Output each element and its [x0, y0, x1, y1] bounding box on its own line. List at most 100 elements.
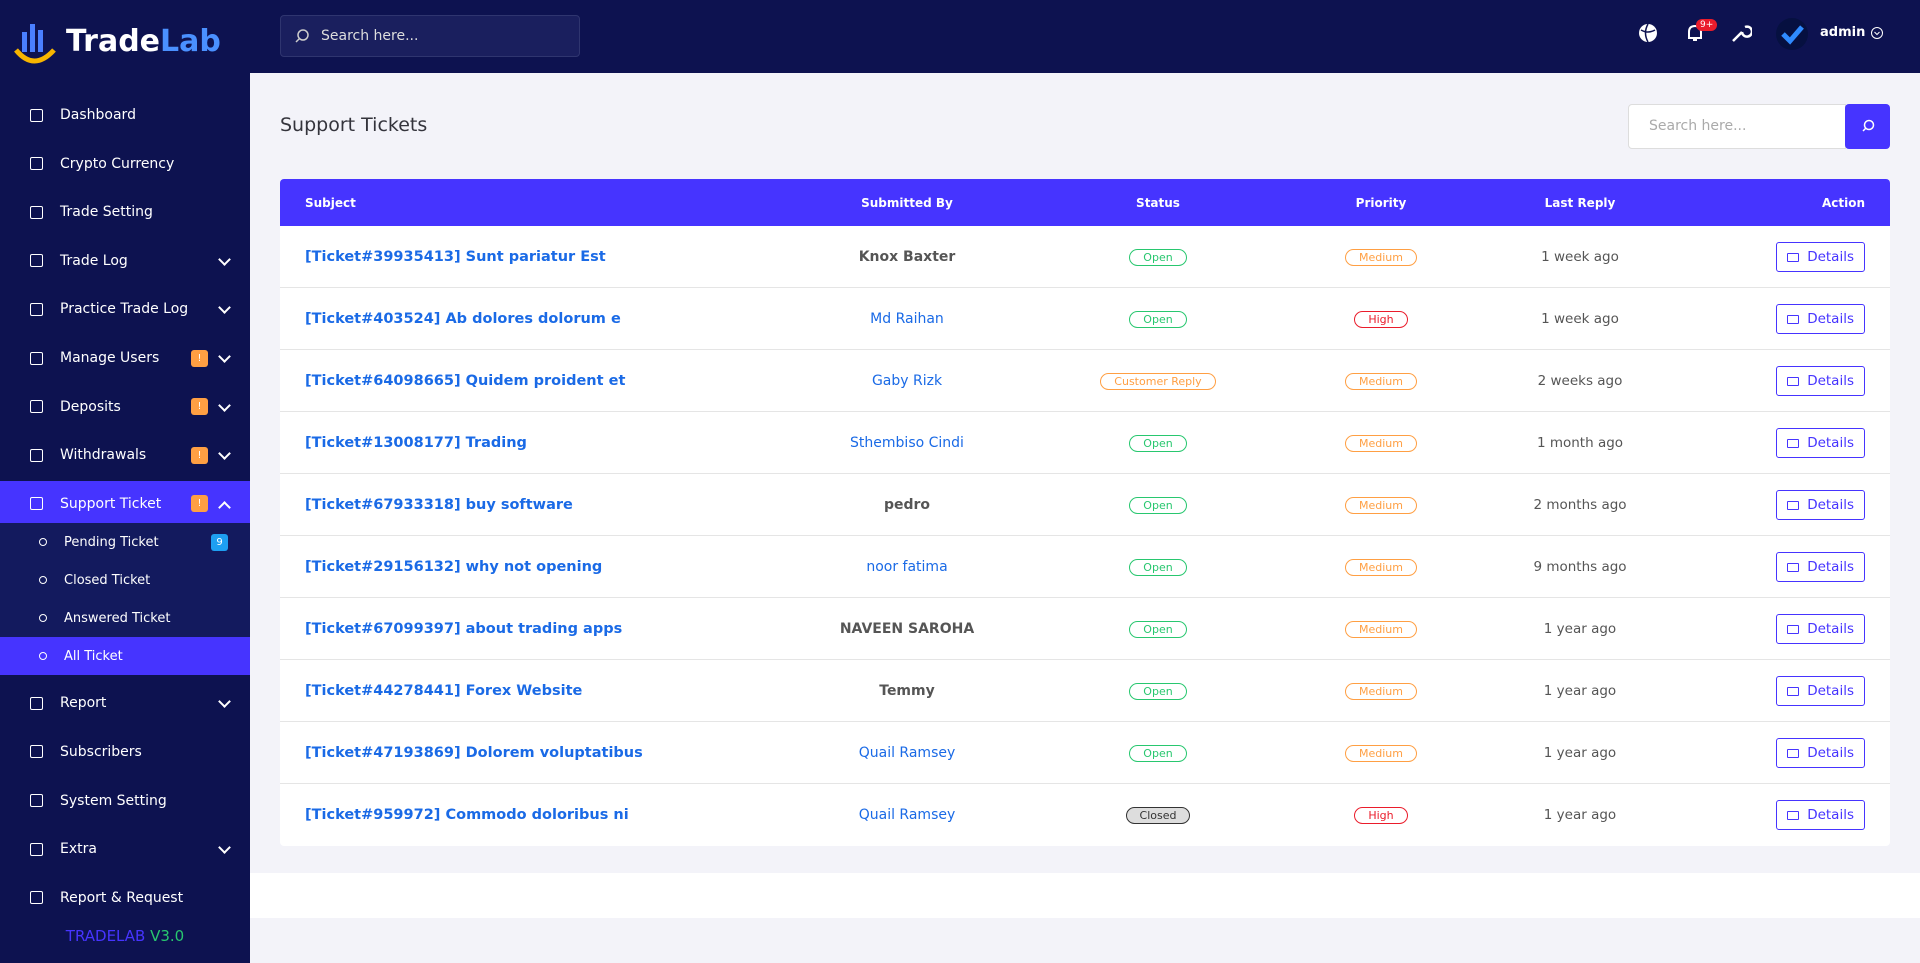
ticket-subject[interactable]: [Ticket#67099397] about trading apps	[305, 621, 623, 637]
table-cell: Details	[1665, 412, 1865, 474]
submitter[interactable]: Quail Ramsey	[858, 745, 956, 761]
row-divider	[280, 535, 1890, 536]
priority-badge: Medium	[1345, 682, 1417, 700]
globe-icon[interactable]	[1637, 22, 1659, 44]
ticket-subject[interactable]: [Ticket#29156132] why not opening	[305, 559, 603, 575]
details-button[interactable]: Details	[1776, 366, 1865, 396]
nav-item[interactable]: Trade Log	[0, 238, 250, 284]
nav-item[interactable]: Dashboard	[0, 92, 250, 138]
ticket-subject[interactable]: [Ticket#47193869] Dolorem voluptatibus	[305, 745, 643, 761]
nav-label: Subscribers	[60, 743, 142, 760]
table-cell: [Ticket#67933318] buy software	[305, 474, 805, 536]
priority-badge: High	[1354, 806, 1408, 824]
chevron	[218, 841, 231, 854]
nav-item[interactable]: Subscribers	[0, 729, 250, 775]
sub-nav-item[interactable]: Pending Ticket 9	[0, 523, 250, 562]
sub-nav-item[interactable]: Closed Ticket	[0, 561, 250, 600]
status-badge: Open	[1129, 744, 1187, 762]
nav-label: Trade Setting	[60, 204, 153, 221]
table-cell: Open	[1058, 474, 1258, 536]
column-header: Subject	[305, 195, 356, 210]
details-button[interactable]: Details	[1776, 676, 1865, 706]
version: TRADELAB V3.0	[0, 927, 250, 945]
submitter[interactable]: Sthembiso Cindi	[850, 435, 964, 451]
table-cell: High	[1281, 288, 1481, 350]
nav-icon	[30, 497, 43, 511]
footer	[250, 873, 1920, 918]
nav-item[interactable]: Support Ticket!	[0, 480, 250, 527]
status-badge: Open	[1129, 682, 1187, 700]
ticket-subject[interactable]: [Ticket#39935413] Sunt pariatur Est	[305, 249, 606, 265]
table-cell: 1 month ago	[1480, 412, 1680, 474]
status-badge: Customer Reply	[1100, 372, 1216, 390]
nav-item[interactable]: Withdrawals!	[0, 432, 250, 478]
nav-item[interactable]: Report & Request	[0, 875, 250, 921]
details-button[interactable]: Details	[1776, 304, 1865, 334]
submitter[interactable]: noor fatima	[866, 559, 948, 575]
nav-label: Answered Ticket	[64, 610, 171, 626]
notification-badge: 9+	[1696, 19, 1718, 31]
last-reply: 9 months ago	[1533, 559, 1627, 575]
top-search[interactable]: Search here...	[280, 15, 580, 57]
ticket-subject[interactable]: [Ticket#959972] Commodo doloribus ni	[305, 807, 629, 823]
ticket-subject[interactable]: [Ticket#64098665] Quidem proident et	[305, 373, 626, 389]
nav-item[interactable]: Extra	[0, 826, 250, 872]
status-badge: Closed	[1125, 806, 1191, 824]
table-cell: Medium	[1281, 474, 1481, 536]
details-button[interactable]: Details	[1776, 490, 1865, 520]
nav-item[interactable]: Trade Setting	[0, 189, 250, 235]
table-cell: Open	[1058, 288, 1258, 350]
status-badge: Open	[1129, 248, 1187, 266]
ticket-subject[interactable]: [Ticket#403524] Ab dolores dolorum e	[305, 311, 621, 327]
nav-label: Crypto Currency	[60, 155, 175, 172]
table-cell: Open	[1058, 536, 1258, 598]
table-cell: Medium	[1281, 350, 1481, 412]
nav-icon	[30, 794, 43, 807]
submitter[interactable]: Gaby Rizk	[871, 373, 943, 389]
details-button[interactable]: Details	[1776, 428, 1865, 458]
table-cell: Medium	[1281, 226, 1481, 288]
nav-item[interactable]: Crypto Currency	[0, 141, 250, 187]
chevron	[218, 252, 231, 266]
nav-item[interactable]: Manage Users!	[0, 335, 250, 381]
nav-badge: !	[191, 349, 208, 367]
details-button[interactable]: Details	[1776, 738, 1865, 768]
table-cell: Medium	[1281, 722, 1481, 784]
nav-badge: !	[191, 495, 208, 513]
avatar[interactable]	[1775, 17, 1809, 51]
user-menu-icon[interactable]	[1870, 26, 1884, 40]
priority-badge: Medium	[1345, 744, 1417, 762]
table-cell: Medium	[1281, 536, 1481, 598]
ticket-search[interactable]: Search here...	[1628, 104, 1846, 149]
monitor-icon	[1787, 252, 1800, 262]
nav-icon	[30, 254, 43, 268]
sub-nav-item[interactable]: All Ticket	[0, 637, 250, 676]
nav-item[interactable]: Report	[0, 680, 250, 726]
submitter[interactable]: Md Raihan	[870, 311, 944, 327]
nav-item[interactable]: Deposits!	[0, 384, 250, 430]
table-cell: [Ticket#29156132] why not opening	[305, 536, 805, 598]
nav-item[interactable]: System Setting	[0, 778, 250, 824]
priority-badge: Medium	[1345, 434, 1417, 452]
nav-label: Practice Trade Log	[60, 301, 189, 318]
details-button[interactable]: Details	[1776, 552, 1865, 582]
details-button[interactable]: Details	[1776, 242, 1865, 272]
search-button[interactable]	[1845, 104, 1890, 149]
nav-icon	[30, 696, 43, 710]
sub-nav-item[interactable]: Answered Ticket	[0, 599, 250, 638]
brand-a: Trade	[66, 24, 161, 59]
nav-icon	[30, 157, 43, 171]
ticket-subject[interactable]: [Ticket#44278441] Forex Website	[305, 683, 583, 699]
tool-icon[interactable]	[1730, 22, 1752, 44]
bullet-icon	[39, 538, 47, 547]
user-name[interactable]: admin	[1820, 25, 1866, 40]
submitter[interactable]: Quail Ramsey	[858, 807, 956, 823]
ticket-subject[interactable]: [Ticket#13008177] Trading	[305, 435, 527, 451]
nav-item[interactable]: Practice Trade Log	[0, 286, 250, 332]
ticket-subject[interactable]: [Ticket#67933318] buy software	[305, 497, 573, 513]
row-divider	[280, 659, 1890, 660]
details-button[interactable]: Details	[1776, 614, 1865, 644]
last-reply: 1 year ago	[1543, 683, 1617, 699]
details-button[interactable]: Details	[1776, 800, 1865, 830]
